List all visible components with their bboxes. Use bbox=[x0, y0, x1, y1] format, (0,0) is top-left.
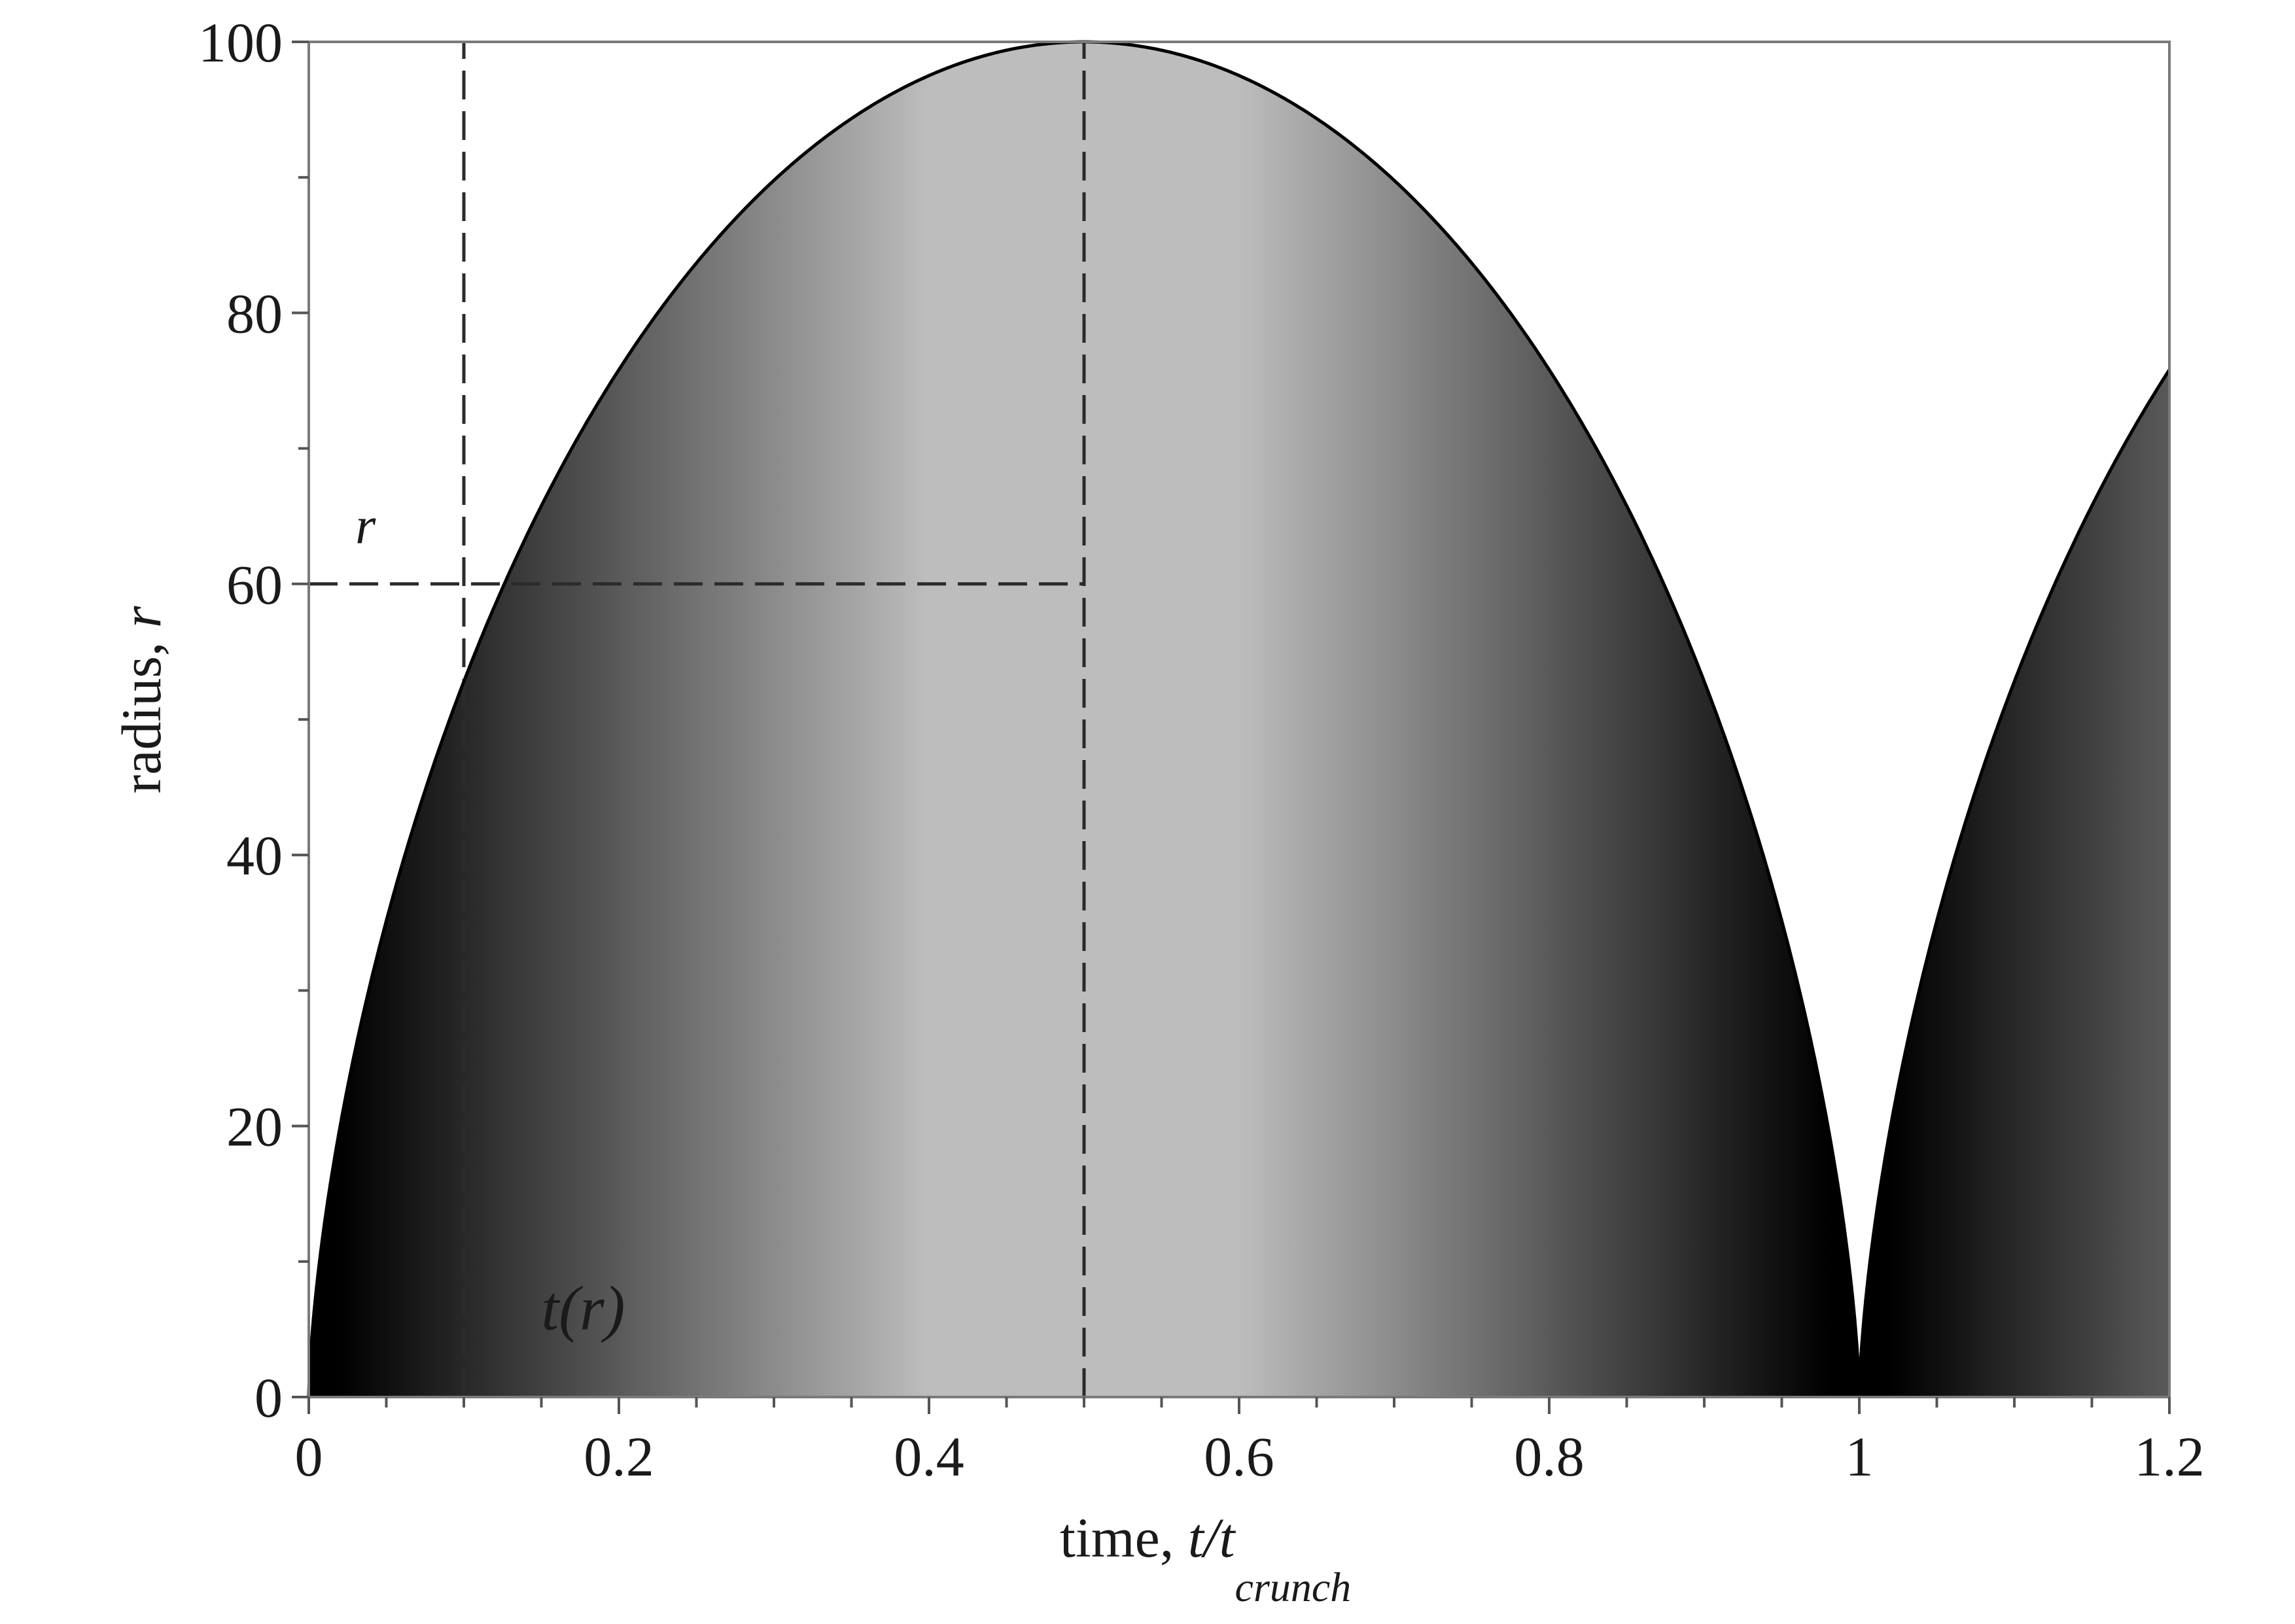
axis-labels: time, t/tcrunch radius, r bbox=[110, 606, 1351, 1610]
annotation-0: r bbox=[355, 498, 376, 555]
y-axis-title: radius, r bbox=[110, 606, 173, 793]
filled-area bbox=[309, 42, 2169, 1397]
arch-2-curve bbox=[1857, 368, 2171, 1397]
y-tick-label: 20 bbox=[226, 1096, 283, 1158]
x-tick-label: 0.8 bbox=[1514, 1425, 1585, 1488]
y-axis-ticks: 0 20 40 60 80 100 bbox=[198, 11, 309, 1429]
x-tick-label: 1 bbox=[1846, 1425, 1874, 1488]
annotation-1: t(r) bbox=[542, 1273, 625, 1343]
y-tick-label: 60 bbox=[226, 553, 283, 616]
y-tick-label: 40 bbox=[226, 824, 283, 887]
x-tick-label: 0 bbox=[295, 1425, 323, 1488]
y-tick-label: 100 bbox=[198, 11, 283, 74]
x-tick-label: 0.4 bbox=[894, 1425, 964, 1488]
y-tick-label: 0 bbox=[254, 1366, 283, 1429]
arch-2-fill bbox=[1859, 370, 2169, 1397]
x-tick-label: 0.6 bbox=[1204, 1425, 1274, 1488]
y-tick-label: 80 bbox=[226, 282, 283, 345]
x-axis-ticks: 0 0.2 0.4 0.6 0.8 1 1.2 bbox=[295, 1397, 2205, 1488]
reference-lines bbox=[309, 42, 1086, 1397]
annotations: r t(r) bbox=[355, 498, 625, 1343]
x-axis-title: time, t/tcrunch bbox=[1060, 1506, 1351, 1610]
x-tick-label: 0.2 bbox=[584, 1425, 654, 1488]
x-tick-label: 1.2 bbox=[2134, 1425, 2205, 1488]
